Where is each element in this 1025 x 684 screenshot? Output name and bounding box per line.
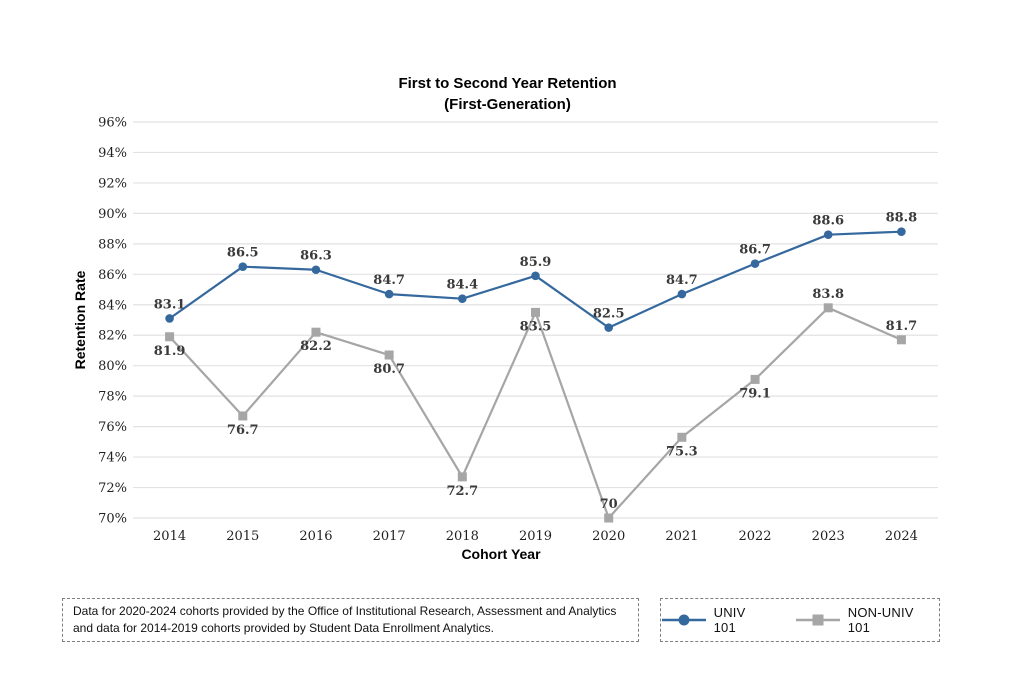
chart-title: First to Second Year Retention (First-Ge… bbox=[0, 73, 1015, 115]
data-point-univ-101 bbox=[384, 289, 394, 299]
x-tick-label: 2019 bbox=[519, 529, 552, 544]
legend-label-non-univ-101: NON-UNIV 101 bbox=[847, 605, 914, 635]
footnote-box: Data for 2020-2024 cohorts provided by t… bbox=[62, 598, 639, 642]
data-point-label-non-univ-101: 72.7 bbox=[446, 484, 478, 499]
plot-area: 96% 94% 92% 90% 88% 86% 84% 82% 80% 78% 76% 74% 72% 7… bbox=[98, 116, 938, 544]
data-point-label-non-univ-101: 75.3 bbox=[666, 444, 698, 459]
data-point-univ-101 bbox=[238, 262, 248, 271]
data-point-non-univ-101 bbox=[384, 350, 394, 360]
legend-box: UNIV 101 NON-UNIV 101 bbox=[660, 598, 940, 642]
data-point-label-univ-101: 84.7 bbox=[666, 273, 698, 288]
x-tick-label: 2022 bbox=[738, 529, 771, 544]
y-tick-label: 86% bbox=[98, 268, 127, 283]
data-point-label-non-univ-101: 81.9 bbox=[154, 344, 186, 359]
data-point-label-univ-101: 84.4 bbox=[446, 278, 478, 293]
y-tick-label: 82% bbox=[98, 329, 127, 344]
legend-item-univ-101: UNIV 101 bbox=[661, 605, 771, 635]
data-point-label-univ-101: 88.6 bbox=[812, 214, 844, 229]
legend-label-univ-101: UNIV 101 bbox=[713, 605, 746, 635]
y-tick-label: 90% bbox=[98, 207, 127, 222]
data-point-univ-101 bbox=[604, 323, 613, 332]
data-point-univ-101 bbox=[750, 259, 760, 268]
data-point-non-univ-101 bbox=[896, 335, 906, 345]
x-axis-title: Cohort Year bbox=[461, 546, 541, 562]
y-tick-label: 88% bbox=[98, 237, 127, 252]
y-tick-label: 78% bbox=[98, 390, 127, 405]
y-tick-label: 74% bbox=[98, 451, 127, 466]
data-point-label-univ-101: 88.8 bbox=[886, 211, 918, 226]
data-point-univ-101 bbox=[165, 314, 174, 323]
data-point-label-univ-101: 85.9 bbox=[520, 255, 552, 270]
data-point-univ-101 bbox=[897, 227, 906, 236]
data-point-label-univ-101: 83.1 bbox=[154, 297, 186, 312]
x-tick-label: 2014 bbox=[153, 529, 186, 544]
y-tick-label: 80% bbox=[98, 359, 127, 374]
y-tick-label: 72% bbox=[98, 481, 127, 496]
non-univ-101-line-marker-icon bbox=[796, 614, 841, 626]
chart-title-line2: (First-Generation) bbox=[444, 96, 571, 113]
x-tick-label: 2024 bbox=[885, 529, 918, 544]
data-point-non-univ-101 bbox=[750, 374, 760, 384]
data-point-univ-101 bbox=[677, 289, 687, 299]
x-tick-label: 2016 bbox=[299, 529, 332, 544]
data-point-label-non-univ-101: 83.5 bbox=[520, 319, 552, 334]
data-point-univ-101 bbox=[311, 265, 321, 275]
x-tick-label: 2023 bbox=[812, 529, 845, 544]
x-tick-label: 2018 bbox=[446, 529, 479, 544]
data-point-non-univ-101 bbox=[238, 411, 248, 421]
legend-item-non-univ-101: NON-UNIV 101 bbox=[795, 605, 939, 635]
data-point-label-non-univ-101: 80.7 bbox=[373, 362, 405, 377]
data-point-label-non-univ-101: 76.7 bbox=[227, 423, 259, 438]
y-tick-label: 70% bbox=[98, 512, 127, 527]
data-point-label-univ-101: 86.3 bbox=[300, 249, 332, 264]
data-point-non-univ-101 bbox=[457, 472, 467, 482]
data-point-non-univ-101 bbox=[531, 307, 540, 317]
data-point-label-non-univ-101: 79.1 bbox=[739, 386, 771, 401]
data-point-label-non-univ-101: 83.8 bbox=[812, 287, 844, 302]
data-point-label-univ-101: 82.5 bbox=[593, 307, 625, 322]
x-tick-label: 2021 bbox=[665, 529, 698, 544]
data-point-label-non-univ-101: 70 bbox=[600, 497, 618, 512]
data-point-label-non-univ-101: 82.2 bbox=[300, 339, 332, 354]
data-point-non-univ-101 bbox=[823, 303, 833, 313]
y-tick-label: 76% bbox=[98, 420, 127, 435]
data-point-univ-101 bbox=[458, 294, 467, 303]
data-point-non-univ-101 bbox=[604, 513, 614, 523]
data-point-univ-101 bbox=[531, 271, 540, 281]
data-point-label-univ-101: 86.7 bbox=[739, 243, 771, 258]
univ-101-line-marker-icon bbox=[662, 614, 706, 626]
footnote-text: Data for 2020-2024 cohorts provided by t… bbox=[73, 604, 617, 635]
data-point-univ-101 bbox=[823, 230, 833, 240]
x-tick-label: 2017 bbox=[373, 529, 406, 544]
data-point-label-non-univ-101: 81.7 bbox=[886, 319, 918, 334]
data-point-non-univ-101 bbox=[311, 327, 321, 337]
data-point-label-univ-101: 84.7 bbox=[373, 273, 405, 288]
chart-title-line1: First to Second Year Retention bbox=[398, 75, 617, 92]
x-tick-label: 2015 bbox=[226, 529, 259, 544]
y-tick-label: 84% bbox=[98, 298, 127, 313]
y-tick-label: 94% bbox=[98, 146, 127, 161]
y-tick-label: 96% bbox=[98, 116, 127, 131]
data-point-label-univ-101: 86.5 bbox=[227, 246, 259, 261]
series-line-non-univ-101 bbox=[168, 306, 903, 520]
y-tick-label: 92% bbox=[98, 176, 127, 191]
data-point-non-univ-101 bbox=[165, 332, 175, 342]
x-tick-label: 2020 bbox=[592, 529, 625, 544]
data-point-non-univ-101 bbox=[677, 432, 687, 442]
